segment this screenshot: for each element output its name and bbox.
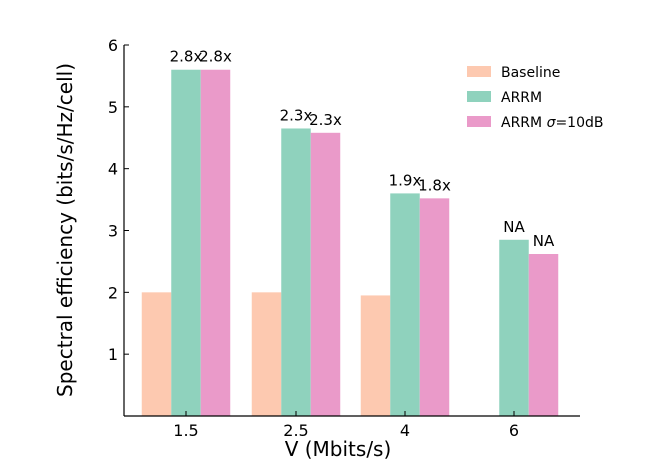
x-tick-label-1.5: 1.5 <box>173 421 198 440</box>
bar-arrm-sigma-2.5 <box>310 132 341 417</box>
legend-swatch-arrm <box>467 91 491 102</box>
y-tick-label-6: 6 <box>108 36 118 55</box>
bar-label-arrm-6: NA <box>503 218 525 236</box>
bar-baseline-1.5 <box>141 292 172 416</box>
bar-arrm-6 <box>499 239 529 416</box>
bar-baseline-4 <box>360 295 391 416</box>
legend-swatch-baseline <box>467 66 491 77</box>
bar-labels-layer: 2.8x 2.3x 1.9x NA 2.8x 2.3x 1.8x NA <box>170 48 555 250</box>
x-tick-label-6: 6 <box>509 421 519 440</box>
legend-label-arrm-sigma-suffix: =10dB <box>555 115 603 131</box>
x-ticks-layer: 1.5 2.5 4 6 <box>173 411 519 440</box>
bar-arrm-4 <box>390 193 420 416</box>
bar-arrm-2.5 <box>281 128 311 416</box>
bar-arrm-sigma-1.5 <box>200 69 231 416</box>
legend: Baseline ARRM ARRM σ=10dB <box>467 65 603 131</box>
bar-baseline-2.5 <box>251 292 282 416</box>
x-axis-title: V (Mbits/s) <box>285 437 392 461</box>
y-tick-label-1: 1 <box>108 345 118 364</box>
y-tick-label-3: 3 <box>108 222 118 241</box>
bars-layer <box>141 69 559 417</box>
legend-label-arrm-sigma-prefix: ARRM <box>501 115 547 131</box>
y-tick-label-5: 5 <box>108 98 118 117</box>
legend-label-sigma-symbol: σ <box>547 115 557 131</box>
bar-label-arrm-4: 1.9x <box>389 171 422 189</box>
y-axis-title: Spectral efficiency (bits/s/Hz/cell) <box>53 63 77 397</box>
bar-arrm-sigma-4 <box>419 198 450 416</box>
bar-label-arrm-sigma-1.5: 2.8x <box>199 48 232 66</box>
y-tick-label-4: 4 <box>108 160 118 179</box>
x-tick-label-4: 4 <box>400 421 410 440</box>
legend-label-arrm: ARRM <box>501 90 542 106</box>
bar-arrm-sigma-6 <box>528 254 559 416</box>
x-tick-label-2.5: 2.5 <box>283 421 308 440</box>
bar-label-arrm-sigma-2.5: 2.3x <box>309 111 342 129</box>
legend-swatch-arrm-sigma <box>467 116 491 127</box>
legend-label-arrm-sigma: ARRM σ=10dB <box>501 115 603 131</box>
bar-arrm-1.5 <box>171 69 201 416</box>
bar-label-arrm-sigma-4: 1.8x <box>418 176 451 194</box>
y-ticks-layer: 1 2 3 4 5 6 <box>108 36 129 364</box>
bar-label-arrm-sigma-6: NA <box>533 232 555 250</box>
y-tick-label-2: 2 <box>108 283 118 302</box>
bar-label-arrm-1.5: 2.8x <box>170 48 203 66</box>
bar-label-arrm-2.5: 2.3x <box>280 106 313 124</box>
legend-label-baseline: Baseline <box>501 65 560 81</box>
